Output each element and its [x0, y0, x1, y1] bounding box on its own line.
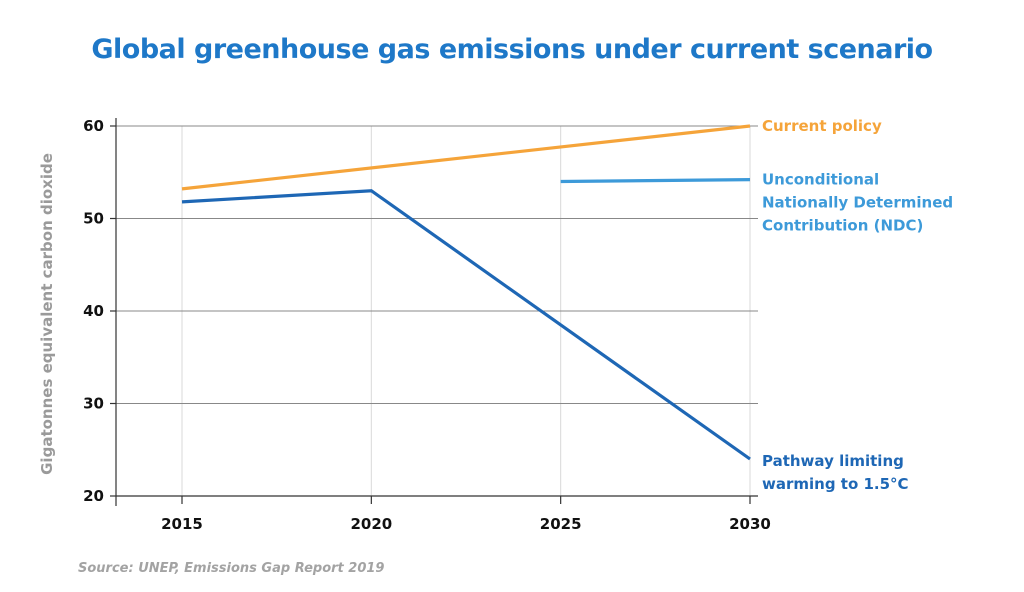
y-tick-label-20: 20	[83, 487, 104, 505]
y-tick-label-40: 40	[83, 302, 104, 320]
y-tick-label-60: 60	[83, 117, 104, 135]
y-tick-label-30: 30	[83, 395, 104, 413]
series-line-current-policy	[181, 124, 751, 191]
series-label-pathway-limiting-warming-to-1-5-c: Pathway limiting warming to 1.5°C	[762, 452, 909, 493]
series-label-unconditional-nationally-determined-contribution-ndc: Unconditional Nationally Determined Contri…	[762, 171, 953, 235]
label-layer: Current policy Unconditional Nationally De…	[762, 117, 953, 493]
series-layer	[181, 124, 751, 461]
x-tick-label-2020: 2020	[350, 515, 392, 533]
series-line-pathway-limiting-warming-to-1-5-c	[181, 189, 751, 461]
series-line-unconditional-nationally-determined-contribution-ndc	[560, 178, 751, 184]
x-tick-label-2030: 2030	[729, 515, 771, 533]
source-note: Source: UNEP, Emissions Gap Report 2019	[78, 561, 385, 576]
x-tick-label-2025: 2025	[540, 515, 582, 533]
y-tick-label-50: 50	[83, 210, 104, 228]
chart-title: Global greenhouse gas emissions under cu…	[91, 34, 933, 65]
y-axis-title: Gigatonnes equivalent carbon dioxide	[38, 153, 56, 475]
series-label-current-policy: Current policy	[762, 117, 882, 135]
x-tick-label-2015: 2015	[161, 515, 203, 533]
